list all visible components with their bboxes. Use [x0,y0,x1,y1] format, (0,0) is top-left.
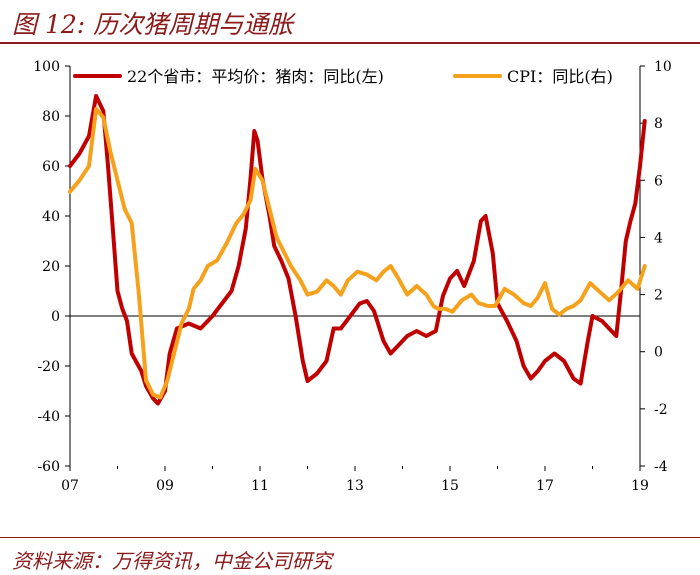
x-tick-label: 17 [536,478,554,494]
y-right-tick-label: 8 [654,116,663,132]
y-left-tick-label: 60 [42,159,60,175]
x-tick-label: 19 [631,478,649,494]
figure-source: 资料来源：万得资讯，中金公司研究 [12,549,332,573]
y-right-tick-label: 2 [654,288,663,304]
y-left-tick-label: 80 [42,109,60,125]
y-right-tick-label: 0 [654,345,663,361]
cpi-yoy-line [68,106,647,400]
figure-title: 图 12: 历次猪周期与通胀 [12,10,294,39]
y-right-tick-label: 6 [654,173,663,189]
y-right-tick-label: -2 [654,402,668,418]
x-tick-label: 15 [441,478,459,494]
x-tick-label: 11 [251,478,269,494]
legend-item-cpi-label: CPI：同比(右) [507,67,613,86]
y-left-tick-label: -60 [37,459,60,475]
y-left-tick-label: 0 [51,309,60,325]
title-rule [0,42,700,44]
x-tick-label: 09 [156,478,174,494]
source-rule [0,537,700,538]
chart-legend: 22个省市：平均价：猪肉：同比(左) CPI：同比(右) [73,67,613,86]
y-left-tick-label: -40 [37,409,60,425]
y-right-tick-label: 10 [654,59,672,75]
y-left-tick-label: 40 [42,209,60,225]
y-left-tick-label: -20 [37,359,60,375]
x-tick-label: 07 [61,478,79,494]
pork-price-yoy-line [68,94,647,406]
y-left-tick-label: 20 [42,259,60,275]
y-right-tick-label: -4 [654,459,668,475]
x-tick-label: 13 [346,478,364,494]
y-right-tick-label: 4 [654,230,663,246]
chart-series [68,94,647,406]
legend-item-pork-label: 22个省市：平均价：猪肉：同比(左) [127,67,384,86]
y-left-tick-label: 100 [33,59,60,75]
